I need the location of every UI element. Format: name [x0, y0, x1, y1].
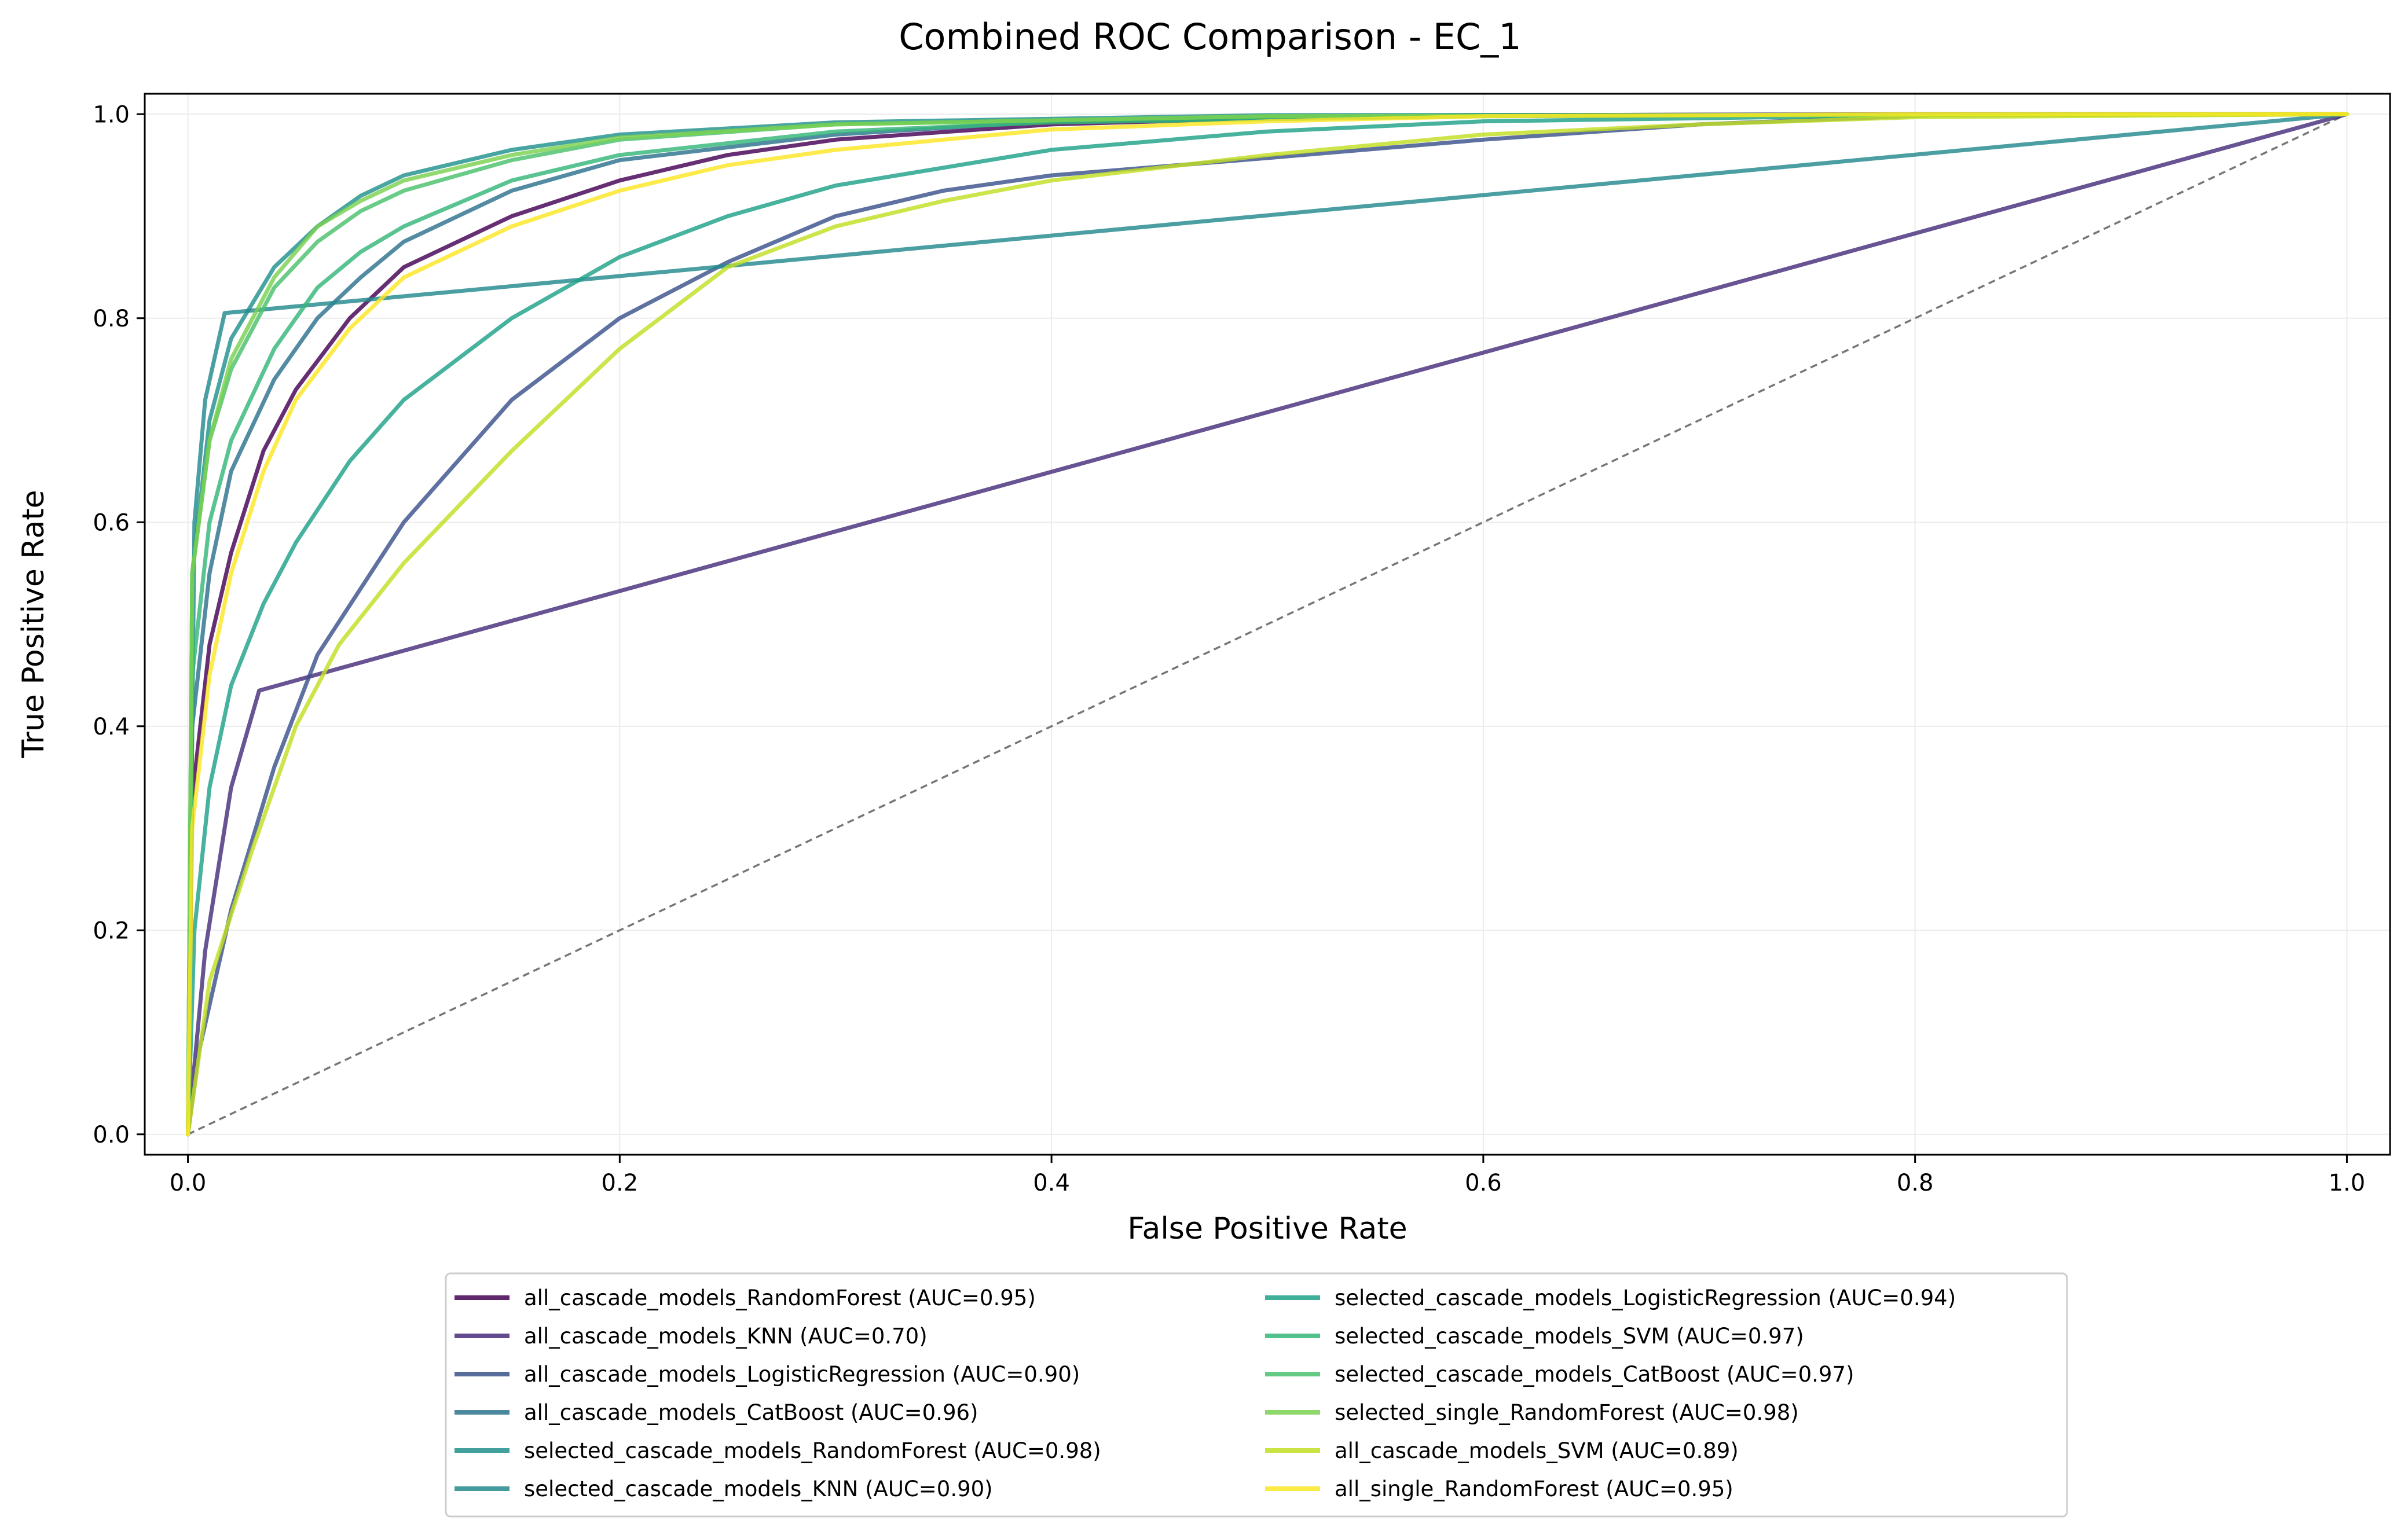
y-axis-title: True Positive Rate [16, 490, 51, 758]
tick-layer: 0.0 0.2 0.4 0.6 0.8 1.0 0.0 0.2 0.4 0.6 0.8 1.0 [93, 101, 2365, 1196]
x-axis-title: False Positive Rate [1127, 1211, 1407, 1246]
legend-items: all_cascade_models_RandomForest (AUC=0.9… [455, 1286, 1956, 1501]
roc-series-line-2 [186, 112, 2349, 1137]
y-tick-label: 1.0 [93, 101, 130, 128]
y-tick-label: 0.6 [93, 509, 130, 536]
y-tick-label: 0.0 [93, 1122, 130, 1148]
legend-entry-label: selected_single_RandomForest (AUC=0.98) [1335, 1400, 1799, 1425]
legend-entry-label: selected_cascade_models_RandomForest (AU… [524, 1438, 1101, 1463]
legend-entry-label: all_cascade_models_CatBoost (AUC=0.96) [524, 1400, 978, 1425]
chance-diagonal-line [187, 113, 2348, 1136]
legend-entry-label: all_cascade_models_KNN (AUC=0.70) [524, 1324, 928, 1349]
y-tick-label: 0.4 [93, 714, 130, 740]
legend-entry-label: selected_cascade_models_KNN (AUC=0.90) [524, 1477, 993, 1501]
x-tick-label: 0.6 [1465, 1170, 1502, 1196]
roc-series-line-8 [186, 112, 2349, 1137]
roc-series-line-3 [186, 112, 2349, 1137]
x-tick-label: 0.8 [1897, 1170, 1934, 1196]
legend-entry-label: selected_cascade_models_LogisticRegressi… [1335, 1286, 1956, 1310]
x-tick-label: 0.4 [1033, 1170, 1070, 1196]
legend-entry-label: all_cascade_models_SVM (AUC=0.89) [1335, 1438, 1739, 1463]
roc-series-line-7 [186, 112, 2349, 1137]
plot-frame [144, 93, 2391, 1156]
legend: all_cascade_models_RandomForest (AUC=0.9… [445, 1272, 2068, 1518]
legend-entry-label: selected_cascade_models_SVM (AUC=0.97) [1335, 1324, 1804, 1349]
grid-layer [145, 94, 2390, 1155]
y-tick-label: 0.8 [93, 306, 130, 332]
y-tick-label: 0.2 [93, 917, 130, 944]
legend-box [445, 1272, 2068, 1518]
roc-series-line-10 [186, 112, 2349, 1137]
roc-series-line-12 [186, 112, 2349, 1137]
chart-title: Combined ROC Comparison - EC_1 [899, 16, 1522, 58]
legend-entry-label: all_cascade_models_RandomForest (AUC=0.9… [524, 1286, 1036, 1310]
legend-entry-label: all_cascade_models_LogisticRegression (A… [524, 1362, 1080, 1387]
roc-series-line-11 [186, 112, 2349, 1137]
plot-area [186, 112, 2349, 1137]
x-tick-label: 0.2 [602, 1170, 639, 1196]
x-tick-label: 1.0 [2329, 1170, 2366, 1196]
legend-entry-label: selected_cascade_models_CatBoost (AUC=0.… [1335, 1362, 1854, 1387]
legend-entry-label: all_single_RandomForest (AUC=0.95) [1335, 1477, 1733, 1501]
x-tick-label: 0.0 [170, 1170, 207, 1196]
